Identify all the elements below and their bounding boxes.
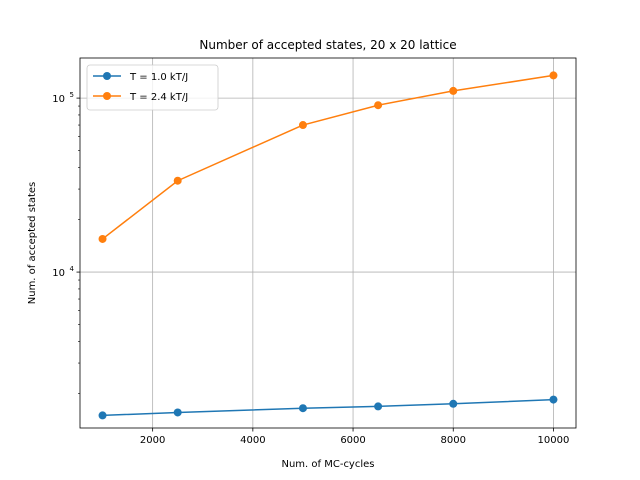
data-point-1	[449, 86, 458, 95]
x-tick-label: 6000	[340, 435, 365, 446]
legend-swatch-marker	[103, 72, 111, 80]
y-tick-exponent: 5	[70, 91, 74, 99]
y-tick-exponent: 4	[70, 265, 75, 273]
y-axis-title: Num. of accepted states	[27, 182, 38, 305]
data-point-0	[374, 402, 383, 411]
data-point-1	[549, 71, 558, 80]
data-point-1	[98, 234, 107, 243]
series-group	[98, 71, 558, 420]
legend-label: T = 1.0 kT/J	[129, 72, 188, 83]
x-tick-label: 4000	[240, 435, 265, 446]
data-point-1	[173, 176, 182, 185]
series-line-0	[102, 398, 554, 417]
data-point-1	[298, 121, 307, 130]
y-axis-ticks: 10 4 10 5	[52, 91, 80, 394]
data-point-0	[98, 411, 107, 420]
y-tick-label: 10	[52, 94, 65, 105]
plot-area	[80, 58, 576, 428]
x-tick-label: 10000	[538, 435, 570, 446]
series-line-1	[102, 74, 554, 240]
legend-swatch-marker	[103, 92, 111, 100]
data-point-0	[549, 395, 558, 404]
axes-frame	[79, 57, 577, 429]
y-tick-label: 10	[52, 268, 65, 279]
data-point-0	[298, 404, 307, 413]
data-point-0	[173, 408, 182, 417]
legend-label: T = 2.4 kT/J	[129, 92, 188, 103]
x-tick-label: 8000	[441, 435, 466, 446]
x-axis-title: Num. of MC-cycles	[281, 459, 374, 470]
legend: T = 1.0 kT/J T = 2.4 kT/J	[86, 64, 219, 111]
data-point-0	[449, 399, 458, 408]
data-point-1	[374, 101, 383, 110]
grid-lines	[80, 58, 576, 428]
chart-title: Number of accepted states, 20 x 20 latti…	[199, 38, 456, 52]
x-axis-ticks: 2000 4000 6000 8000 10000	[140, 428, 569, 446]
x-tick-label: 2000	[140, 435, 165, 446]
